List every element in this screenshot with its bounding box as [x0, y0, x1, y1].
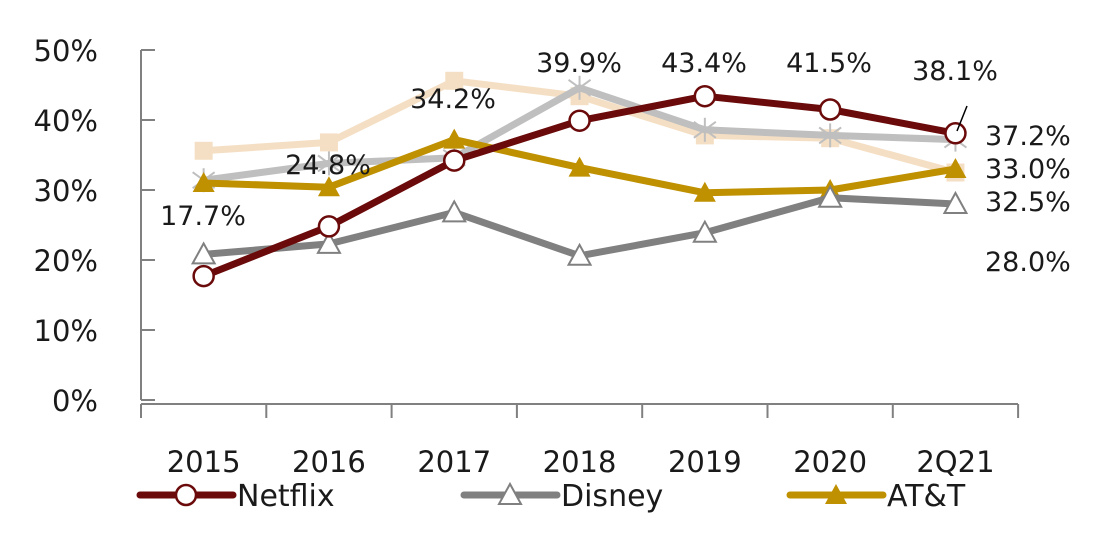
data-point-marker — [443, 149, 466, 172]
legend-item-netflix: Netflix — [136, 479, 335, 514]
data-label: 39.9% — [536, 48, 622, 79]
series-disney — [190, 184, 969, 266]
data-point-marker — [693, 84, 717, 108]
data-point-marker — [944, 122, 967, 145]
data-label: 34.2% — [410, 84, 496, 115]
data-label: 28.0% — [985, 247, 1071, 278]
data-point-marker — [319, 133, 338, 152]
x-tick-label: 2019 — [668, 445, 742, 479]
data-label: 24.8% — [285, 150, 371, 181]
data-point-marker — [194, 141, 213, 160]
data-point-marker — [944, 158, 967, 178]
series-lines — [190, 71, 969, 288]
y-tick-label: 0% — [52, 384, 98, 418]
data-point-marker — [316, 230, 342, 254]
y-tick-label: 10% — [34, 314, 98, 348]
legend-label: AT&T — [887, 479, 966, 514]
data-point-marker — [317, 176, 340, 197]
legend: Netflix Disney AT&T — [136, 479, 966, 514]
legend-item-att: AT&T — [786, 479, 966, 514]
data-label: 37.2% — [985, 121, 1071, 152]
y-tick-label: 30% — [34, 174, 98, 208]
data-point-marker — [817, 184, 843, 208]
data-point-marker — [190, 241, 217, 265]
axes: 0% 10% 20% 30% 40% 50% 2015 2016 2017 2018 2019 202… — [34, 34, 1020, 479]
data-point-marker — [192, 264, 215, 288]
legend-item-disney: Disney — [460, 479, 663, 514]
data-point-marker — [692, 219, 718, 243]
data-point-marker — [693, 117, 717, 142]
data-point-marker — [568, 109, 591, 132]
data-point-marker — [566, 242, 593, 266]
x-tick-label: 2017 — [417, 445, 491, 479]
data-point-marker — [445, 71, 464, 90]
y-tick-label: 40% — [34, 104, 98, 138]
legend-marker — [497, 481, 523, 505]
data-point-marker — [443, 128, 466, 149]
data-label: 32.5% — [985, 187, 1071, 218]
legend-marker — [174, 483, 198, 507]
data-point-marker — [818, 123, 842, 148]
data-label: 38.1% — [912, 56, 998, 87]
leader-line — [956, 105, 968, 132]
data-point-marker — [317, 215, 341, 238]
legend-label: Netflix — [237, 479, 335, 514]
data-point-marker — [441, 199, 467, 223]
data-point-marker — [942, 190, 969, 214]
data-labels: 17.7% 24.8% 34.2% 39.9% 43.4% 41.5% 38.1% 37.2%… — [160, 48, 1071, 278]
data-label: 43.4% — [661, 48, 747, 79]
data-label: 17.7% — [160, 201, 246, 232]
legend-label: Disney — [561, 479, 663, 514]
legend-marker — [825, 484, 847, 504]
x-tick-label: 2Q21 — [916, 445, 994, 479]
data-point-marker — [693, 181, 716, 202]
data-label: 33.0% — [985, 154, 1071, 185]
data-point-marker — [317, 151, 341, 176]
data-point-marker — [818, 98, 842, 121]
x-tick-label: 2020 — [793, 445, 867, 479]
x-tick-label: 2015 — [167, 445, 241, 479]
x-tick-label: 2018 — [543, 445, 617, 479]
data-point-marker — [192, 172, 215, 192]
y-tick-label: 20% — [34, 244, 98, 278]
x-tick-label: 2016 — [292, 445, 366, 479]
data-label: 41.5% — [786, 48, 872, 79]
series-netflix — [192, 84, 967, 288]
data-point-marker — [568, 156, 591, 177]
data-point-marker — [567, 75, 592, 100]
y-tick-label: 50% — [34, 34, 98, 68]
